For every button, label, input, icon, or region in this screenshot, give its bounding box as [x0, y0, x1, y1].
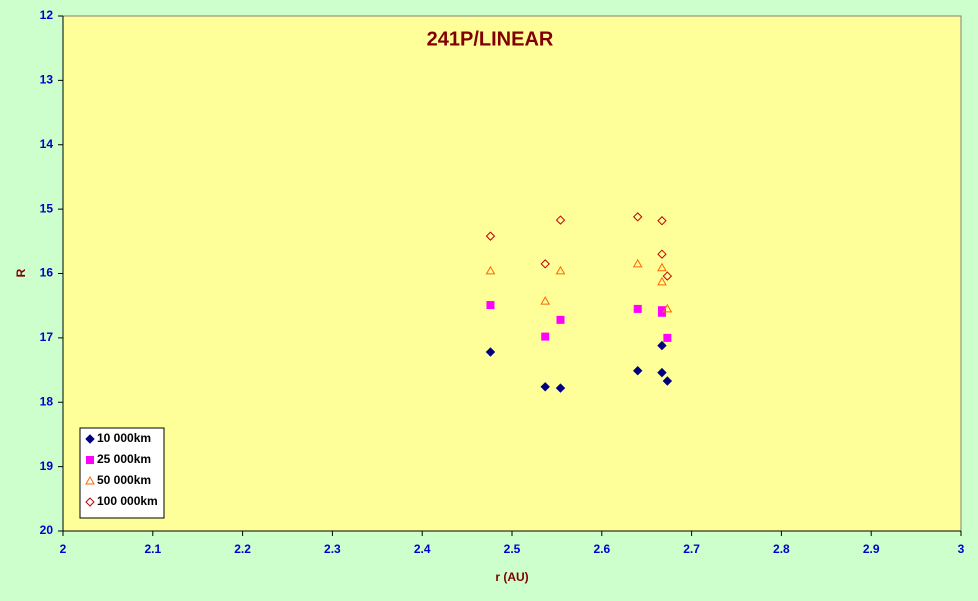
- marker: [633, 365, 643, 376]
- x-tick-label: 2.6: [593, 542, 610, 556]
- x-tick-label: 2.3: [324, 542, 341, 556]
- marker: [541, 332, 550, 341]
- marker: [485, 231, 496, 241]
- marker: [555, 265, 566, 275]
- y-tick-label: 13: [40, 73, 54, 87]
- marker: [633, 304, 642, 313]
- legend-marker: [85, 497, 95, 507]
- x-tick-label: 2.9: [863, 542, 880, 556]
- legend-marker: [86, 456, 94, 464]
- marker: [485, 265, 496, 275]
- legend-label: 10 000km: [97, 431, 151, 445]
- marker: [540, 259, 550, 269]
- marker: [657, 262, 667, 272]
- legend-label: 25 000km: [97, 452, 151, 466]
- y-tick-label: 15: [40, 201, 54, 215]
- marker: [632, 258, 643, 268]
- x-tick-label: 2.1: [144, 542, 161, 556]
- x-tick-label: 2.8: [773, 542, 790, 556]
- y-tick-label: 12: [40, 8, 54, 22]
- y-tick-label: 18: [40, 394, 54, 408]
- y-tick-label: 17: [40, 330, 54, 344]
- marker: [555, 215, 566, 225]
- y-axis-label: R: [14, 268, 28, 277]
- x-tick-label: 2.5: [504, 542, 521, 556]
- chart-title: 241P/LINEAR: [427, 28, 554, 50]
- marker: [555, 383, 566, 393]
- marker: [633, 212, 643, 222]
- y-tick-label: 19: [40, 459, 54, 473]
- marker: [662, 271, 673, 281]
- legend-label: 50 000km: [97, 473, 151, 487]
- legend-label: 100 000km: [97, 494, 158, 508]
- x-tick-label: 2: [60, 542, 67, 556]
- legend-marker: [85, 475, 95, 485]
- marker: [657, 308, 666, 317]
- y-tick-label: 16: [40, 266, 54, 280]
- marker: [657, 367, 667, 378]
- legend-box: [79, 427, 165, 519]
- marker: [662, 376, 673, 386]
- x-axis-label: r (AU): [495, 570, 528, 584]
- marker: [485, 347, 496, 357]
- marker: [540, 296, 551, 305]
- marker: [556, 315, 565, 324]
- x-tick-label: 2.4: [414, 542, 431, 556]
- marker: [657, 216, 667, 226]
- marker: [657, 340, 667, 351]
- x-tick-label: 3: [958, 542, 965, 556]
- marker: [486, 301, 495, 310]
- marker: [657, 276, 667, 286]
- marker: [540, 382, 550, 392]
- y-tick-label: 20: [40, 523, 54, 537]
- marker: [657, 249, 667, 259]
- marker: [663, 333, 672, 342]
- x-tick-label: 2.7: [683, 542, 700, 556]
- plot-area: [62, 15, 962, 532]
- x-tick-label: 2.2: [234, 542, 251, 556]
- marker: [662, 303, 673, 313]
- legend-marker: [85, 434, 95, 444]
- y-tick-label: 14: [40, 137, 54, 151]
